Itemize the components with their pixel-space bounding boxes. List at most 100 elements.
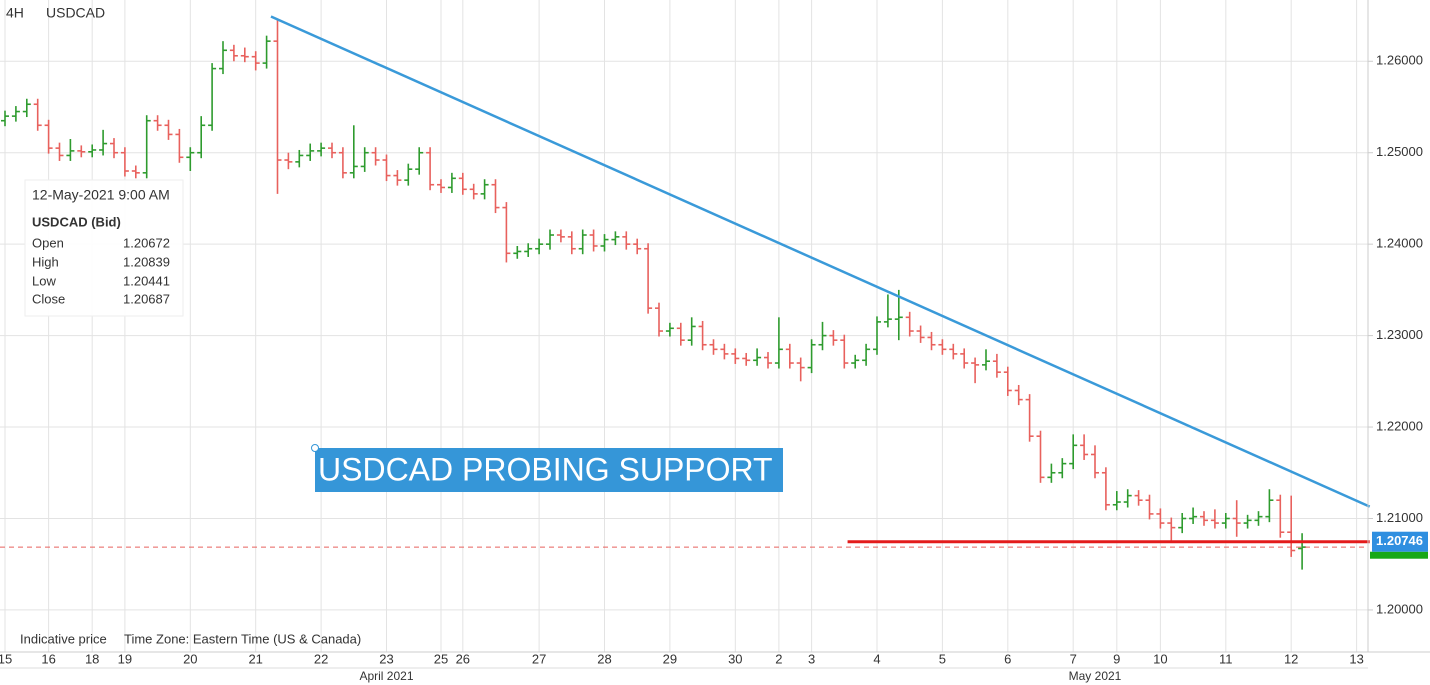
ohlc-bar <box>208 63 217 131</box>
tooltip-field: Open <box>32 235 64 250</box>
bars <box>1 20 1307 570</box>
x-tick-label: 27 <box>532 651 546 666</box>
trendline <box>270 15 1371 508</box>
ohlc-bar <box>1221 513 1230 529</box>
x-tick-label: 23 <box>379 651 393 666</box>
timeframe: 4H <box>6 5 24 21</box>
ohlc-bar <box>1025 394 1034 442</box>
x-tick-label: 6 <box>1004 651 1011 666</box>
tooltip-value: 1.20839 <box>123 254 170 269</box>
ohlc-bar <box>567 231 576 255</box>
ohlc-bar <box>1232 500 1241 537</box>
ohlc-bar <box>873 316 881 355</box>
ohlc-bar <box>229 44 238 62</box>
annotation-box <box>315 448 783 492</box>
ohlc-bar <box>1265 489 1274 523</box>
ohlc-bar <box>807 339 816 374</box>
ohlc-bar <box>971 357 980 384</box>
ohlc-bar <box>535 238 544 255</box>
ohlc-bar <box>949 343 958 360</box>
ohlc-bar <box>731 348 740 364</box>
ohlc-bar <box>120 147 129 177</box>
annotation: USDCAD PROBING SUPPORT <box>311 444 783 492</box>
ohlc-bar <box>1069 434 1078 470</box>
ohlc-bar <box>393 170 402 186</box>
ohlc-bar <box>142 115 151 179</box>
ohlc-bar <box>1276 494 1285 538</box>
ohlc-bar <box>240 47 249 63</box>
ohlc-bar <box>524 243 533 257</box>
tooltip-field: Low <box>32 273 56 288</box>
overlays <box>0 15 1371 548</box>
ohlc-bar <box>426 147 435 191</box>
annotation-text: USDCAD PROBING SUPPORT <box>318 451 773 487</box>
ohlc-bar <box>197 116 206 159</box>
ohlc-bar <box>665 322 674 337</box>
ohlc-bar <box>644 243 653 314</box>
ohlc-bar <box>175 128 184 163</box>
y-tick-label: 1.24000 <box>1376 236 1423 251</box>
ohlc-bar <box>1047 463 1056 483</box>
ohlc-bar <box>840 334 849 369</box>
ohlc-bar <box>349 125 358 179</box>
ohlc-bar <box>22 98 31 118</box>
ohlc-bar <box>633 238 642 255</box>
ohlc-bar <box>927 331 936 351</box>
y-tick-label: 1.22000 <box>1376 418 1423 433</box>
ohlc-bar <box>1254 511 1263 526</box>
tooltip-value: 1.20672 <box>123 235 170 250</box>
ohlc-bar <box>33 98 42 131</box>
ohlc-bar <box>611 231 620 246</box>
tooltip-title: USDCAD (Bid) <box>32 214 121 229</box>
x-tick-label: 9 <box>1113 651 1120 666</box>
ohlc-bar <box>589 229 598 252</box>
x-tick-label: 30 <box>728 651 742 666</box>
ohlc-bar <box>306 143 315 161</box>
y-tick-label: 1.21000 <box>1376 510 1423 525</box>
x-tick-label: 25 <box>434 651 448 666</box>
ohlc-bar <box>655 302 663 337</box>
ohlc-bar <box>720 343 729 360</box>
ohlc-bar <box>992 353 1001 378</box>
x-tick-label: 22 <box>314 651 328 666</box>
ohlc-bar <box>110 138 118 159</box>
ohlc-bar <box>1101 467 1110 511</box>
ohlc-bar <box>328 142 336 159</box>
ohlc-bar <box>1 110 9 127</box>
ohlc-bar <box>44 119 53 154</box>
ohlc-bar <box>469 183 478 200</box>
y-tick-label: 1.25000 <box>1376 144 1423 159</box>
ohlc-bar <box>1091 445 1099 479</box>
ohlc-bar <box>1200 511 1208 526</box>
ohlc-bar <box>862 343 871 366</box>
ohlc-bar <box>371 147 380 166</box>
ohlc-bar <box>251 51 260 71</box>
ohlc-bar <box>458 172 467 195</box>
ohlc-bar <box>1156 508 1165 529</box>
ohlc-bar <box>883 294 892 328</box>
ohlc-bar <box>186 147 195 172</box>
ohlc-bar <box>753 348 762 366</box>
tooltip-value: 1.20687 <box>123 291 170 306</box>
x-tick-label: 15 <box>0 651 12 666</box>
ohlc-bar <box>1112 491 1121 511</box>
x-tick-label: 18 <box>85 651 99 666</box>
x-tick-label: 10 <box>1153 651 1167 666</box>
ohlc-bar <box>338 147 347 179</box>
ohlc-bar <box>1167 517 1176 541</box>
ohlc-bar <box>513 245 522 259</box>
x-tick-label: 12 <box>1284 651 1298 666</box>
ohlc-bar <box>153 115 162 131</box>
x-tick-label: 11 <box>1219 651 1233 666</box>
ohlc-bar <box>916 325 925 343</box>
ohlc-bar <box>982 349 990 371</box>
x-tick-label: 29 <box>663 651 677 666</box>
tooltip: 12-May-2021 9:00 AM USDCAD (Bid) Open Hi… <box>24 179 184 317</box>
ohlc-bar <box>1145 494 1154 520</box>
price-marker-sub <box>1370 551 1428 559</box>
x-tick-label: 16 <box>41 651 55 666</box>
ohlc-bar <box>829 330 838 346</box>
ohlc-bar <box>1036 430 1045 483</box>
ohlc-bar <box>1058 458 1067 479</box>
